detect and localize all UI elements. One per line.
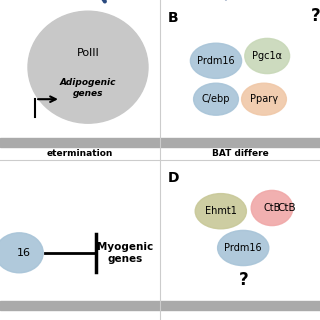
Text: Adipogenic
genes: Adipogenic genes xyxy=(60,78,116,98)
Ellipse shape xyxy=(190,43,242,78)
Ellipse shape xyxy=(194,83,238,115)
Bar xyxy=(160,138,320,147)
Text: Ehmt1: Ehmt1 xyxy=(205,206,237,216)
Ellipse shape xyxy=(245,38,290,74)
Ellipse shape xyxy=(251,190,293,226)
Text: Pgc1α: Pgc1α xyxy=(252,51,282,61)
Text: CtB: CtB xyxy=(263,203,281,213)
Bar xyxy=(0,138,160,147)
Text: B: B xyxy=(168,11,179,25)
Text: Prdm16: Prdm16 xyxy=(197,56,235,66)
Text: C/ebp: C/ebp xyxy=(202,94,230,104)
Text: BAT differe: BAT differe xyxy=(212,149,268,158)
Text: Prdm16: Prdm16 xyxy=(224,243,262,253)
Text: PolII: PolII xyxy=(76,48,100,58)
Text: CtB: CtB xyxy=(277,203,296,213)
Text: ?: ? xyxy=(238,271,248,289)
Text: D: D xyxy=(168,171,180,185)
Ellipse shape xyxy=(28,11,148,123)
Ellipse shape xyxy=(218,230,269,266)
Ellipse shape xyxy=(195,194,246,229)
Ellipse shape xyxy=(242,83,286,115)
Bar xyxy=(160,301,320,310)
Text: etermination: etermination xyxy=(47,149,113,158)
Bar xyxy=(0,301,160,310)
Text: 16: 16 xyxy=(17,248,31,258)
Text: ?: ? xyxy=(310,7,320,25)
Text: Pparγ: Pparγ xyxy=(250,94,278,104)
Text: Myogenic
genes: Myogenic genes xyxy=(97,242,153,264)
Ellipse shape xyxy=(0,233,43,273)
